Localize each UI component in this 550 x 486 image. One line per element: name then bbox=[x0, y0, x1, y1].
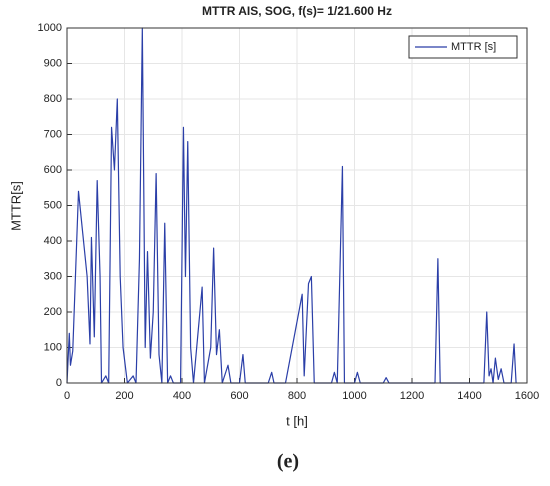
y-tick-label: 300 bbox=[44, 270, 62, 282]
y-axis-label: MTTR[s] bbox=[8, 181, 23, 231]
x-tick-label: 800 bbox=[288, 390, 306, 402]
y-tick-label: 200 bbox=[44, 306, 62, 318]
x-tick-label: 1200 bbox=[400, 390, 424, 402]
plot-frame bbox=[66, 27, 528, 384]
x-tick-label: 200 bbox=[115, 390, 133, 402]
y-tick-label: 400 bbox=[44, 235, 62, 247]
y-tick-label: 600 bbox=[44, 164, 62, 176]
chart-title: MTTR AIS, SOG, f(s)= 1/21.600 Hz bbox=[202, 4, 392, 18]
x-tick-label: 400 bbox=[173, 390, 191, 402]
y-tick-label: 800 bbox=[44, 93, 62, 105]
y-tick-label: 100 bbox=[44, 341, 62, 353]
x-tick-label: 600 bbox=[230, 390, 248, 402]
y-tick-label: 0 bbox=[56, 377, 62, 389]
y-tick-label: 500 bbox=[44, 199, 62, 211]
x-axis-label: t [h] bbox=[286, 413, 308, 428]
x-tick-label: 1600 bbox=[515, 390, 539, 402]
y-tick-label: 1000 bbox=[38, 22, 62, 34]
legend-label: MTTR [s] bbox=[451, 41, 496, 53]
x-tick-label: 1400 bbox=[457, 390, 481, 402]
panel-label: (e) bbox=[277, 451, 299, 473]
y-tick-label: 900 bbox=[44, 57, 62, 69]
x-tick-label: 0 bbox=[64, 390, 70, 402]
legend-box bbox=[408, 35, 518, 59]
y-tick-label: 700 bbox=[44, 128, 62, 140]
x-tick-label: 1000 bbox=[342, 390, 366, 402]
